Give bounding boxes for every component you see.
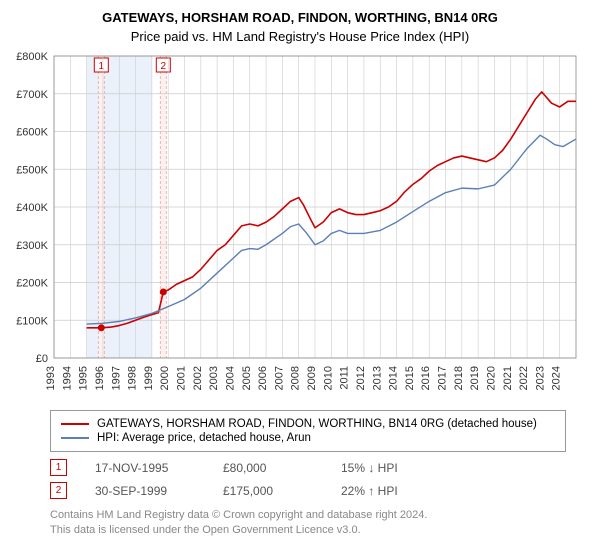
legend-label: GATEWAYS, HORSHAM ROAD, FINDON, WORTHING…: [97, 418, 537, 430]
svg-text:2002: 2002: [192, 366, 204, 390]
legend-swatch: [61, 423, 89, 425]
legend-swatch: [61, 437, 89, 439]
svg-text:£400K: £400K: [16, 202, 48, 214]
svg-text:£0: £0: [36, 353, 48, 365]
legend-item: HPI: Average price, detached house, Arun: [61, 431, 555, 445]
svg-text:1998: 1998: [127, 366, 139, 390]
svg-text:2024: 2024: [551, 366, 563, 390]
chart-subtitle: Price paid vs. HM Land Registry's House …: [0, 25, 600, 52]
svg-text:£800K: £800K: [16, 52, 48, 63]
chart-title: GATEWAYS, HORSHAM ROAD, FINDON, WORTHING…: [0, 0, 600, 25]
chart-svg: 1 2 £0 £100K £200K £300K £400K £500K £600K £700K £…: [0, 52, 600, 402]
svg-text:2014: 2014: [388, 366, 400, 390]
license-text: Contains HM Land Registry data © Crown c…: [50, 508, 566, 539]
legend-item: GATEWAYS, HORSHAM ROAD, FINDON, WORTHING…: [61, 417, 555, 431]
events-table: 1 17-NOV-1995 £80,000 15% ↓ HPI 2 30-SEP-1999…: [50, 456, 566, 502]
svg-text:2008: 2008: [290, 366, 302, 390]
svg-text:2010: 2010: [322, 366, 334, 390]
svg-text:2022: 2022: [518, 366, 530, 390]
event-pct: 22% ↑ HPI: [341, 484, 431, 498]
svg-text:2003: 2003: [208, 366, 220, 390]
svg-text:1999: 1999: [143, 366, 155, 390]
svg-text:2006: 2006: [257, 366, 269, 390]
svg-text:1: 1: [99, 61, 105, 72]
svg-text:2004: 2004: [224, 366, 236, 390]
svg-text:2: 2: [161, 61, 167, 72]
svg-text:2007: 2007: [273, 366, 285, 390]
svg-text:2021: 2021: [502, 366, 514, 390]
svg-text:1997: 1997: [110, 366, 122, 390]
event-row: 2 30-SEP-1999 £175,000 22% ↑ HPI: [50, 479, 566, 502]
chart-figure: GATEWAYS, HORSHAM ROAD, FINDON, WORTHING…: [0, 0, 600, 539]
event-marker-box: 1: [50, 459, 67, 476]
svg-text:2017: 2017: [437, 366, 449, 390]
svg-text:£500K: £500K: [16, 164, 48, 176]
svg-text:£200K: £200K: [16, 278, 48, 290]
svg-text:2005: 2005: [241, 366, 253, 390]
svg-text:2023: 2023: [534, 366, 546, 390]
svg-text:£600K: £600K: [16, 127, 48, 139]
chart-plot-area: 1 2 £0 £100K £200K £300K £400K £500K £600K £700K £…: [0, 52, 600, 402]
svg-text:2020: 2020: [485, 366, 497, 390]
event-marker-box: 2: [50, 482, 67, 499]
svg-text:2015: 2015: [404, 366, 416, 390]
svg-text:1996: 1996: [94, 366, 106, 390]
event-price: £175,000: [223, 484, 313, 498]
legend-label: HPI: Average price, detached house, Arun: [97, 432, 311, 444]
svg-text:2009: 2009: [306, 366, 318, 390]
event-date: 30-SEP-1999: [95, 484, 195, 498]
event-date: 17-NOV-1995: [95, 461, 195, 475]
svg-text:2001: 2001: [176, 366, 188, 390]
svg-text:2018: 2018: [453, 366, 465, 390]
svg-text:1993: 1993: [45, 366, 57, 390]
svg-text:2011: 2011: [339, 366, 351, 390]
event-price: £80,000: [223, 461, 313, 475]
svg-text:1995: 1995: [78, 366, 90, 390]
svg-text:2019: 2019: [469, 366, 481, 390]
license-line-1: Contains HM Land Registry data © Crown c…: [50, 508, 566, 523]
svg-text:2012: 2012: [355, 366, 367, 390]
event-row: 1 17-NOV-1995 £80,000 15% ↓ HPI: [50, 456, 566, 479]
svg-text:2016: 2016: [420, 366, 432, 390]
license-line-2: This data is licensed under the Open Gov…: [50, 523, 566, 538]
svg-text:£700K: £700K: [16, 89, 48, 101]
legend: GATEWAYS, HORSHAM ROAD, FINDON, WORTHING…: [50, 410, 566, 452]
svg-text:£100K: £100K: [16, 315, 48, 327]
svg-text:£300K: £300K: [16, 240, 48, 252]
event-pct: 15% ↓ HPI: [341, 461, 431, 475]
svg-text:1994: 1994: [61, 366, 73, 390]
svg-text:2013: 2013: [371, 366, 383, 390]
svg-text:2000: 2000: [159, 366, 171, 390]
